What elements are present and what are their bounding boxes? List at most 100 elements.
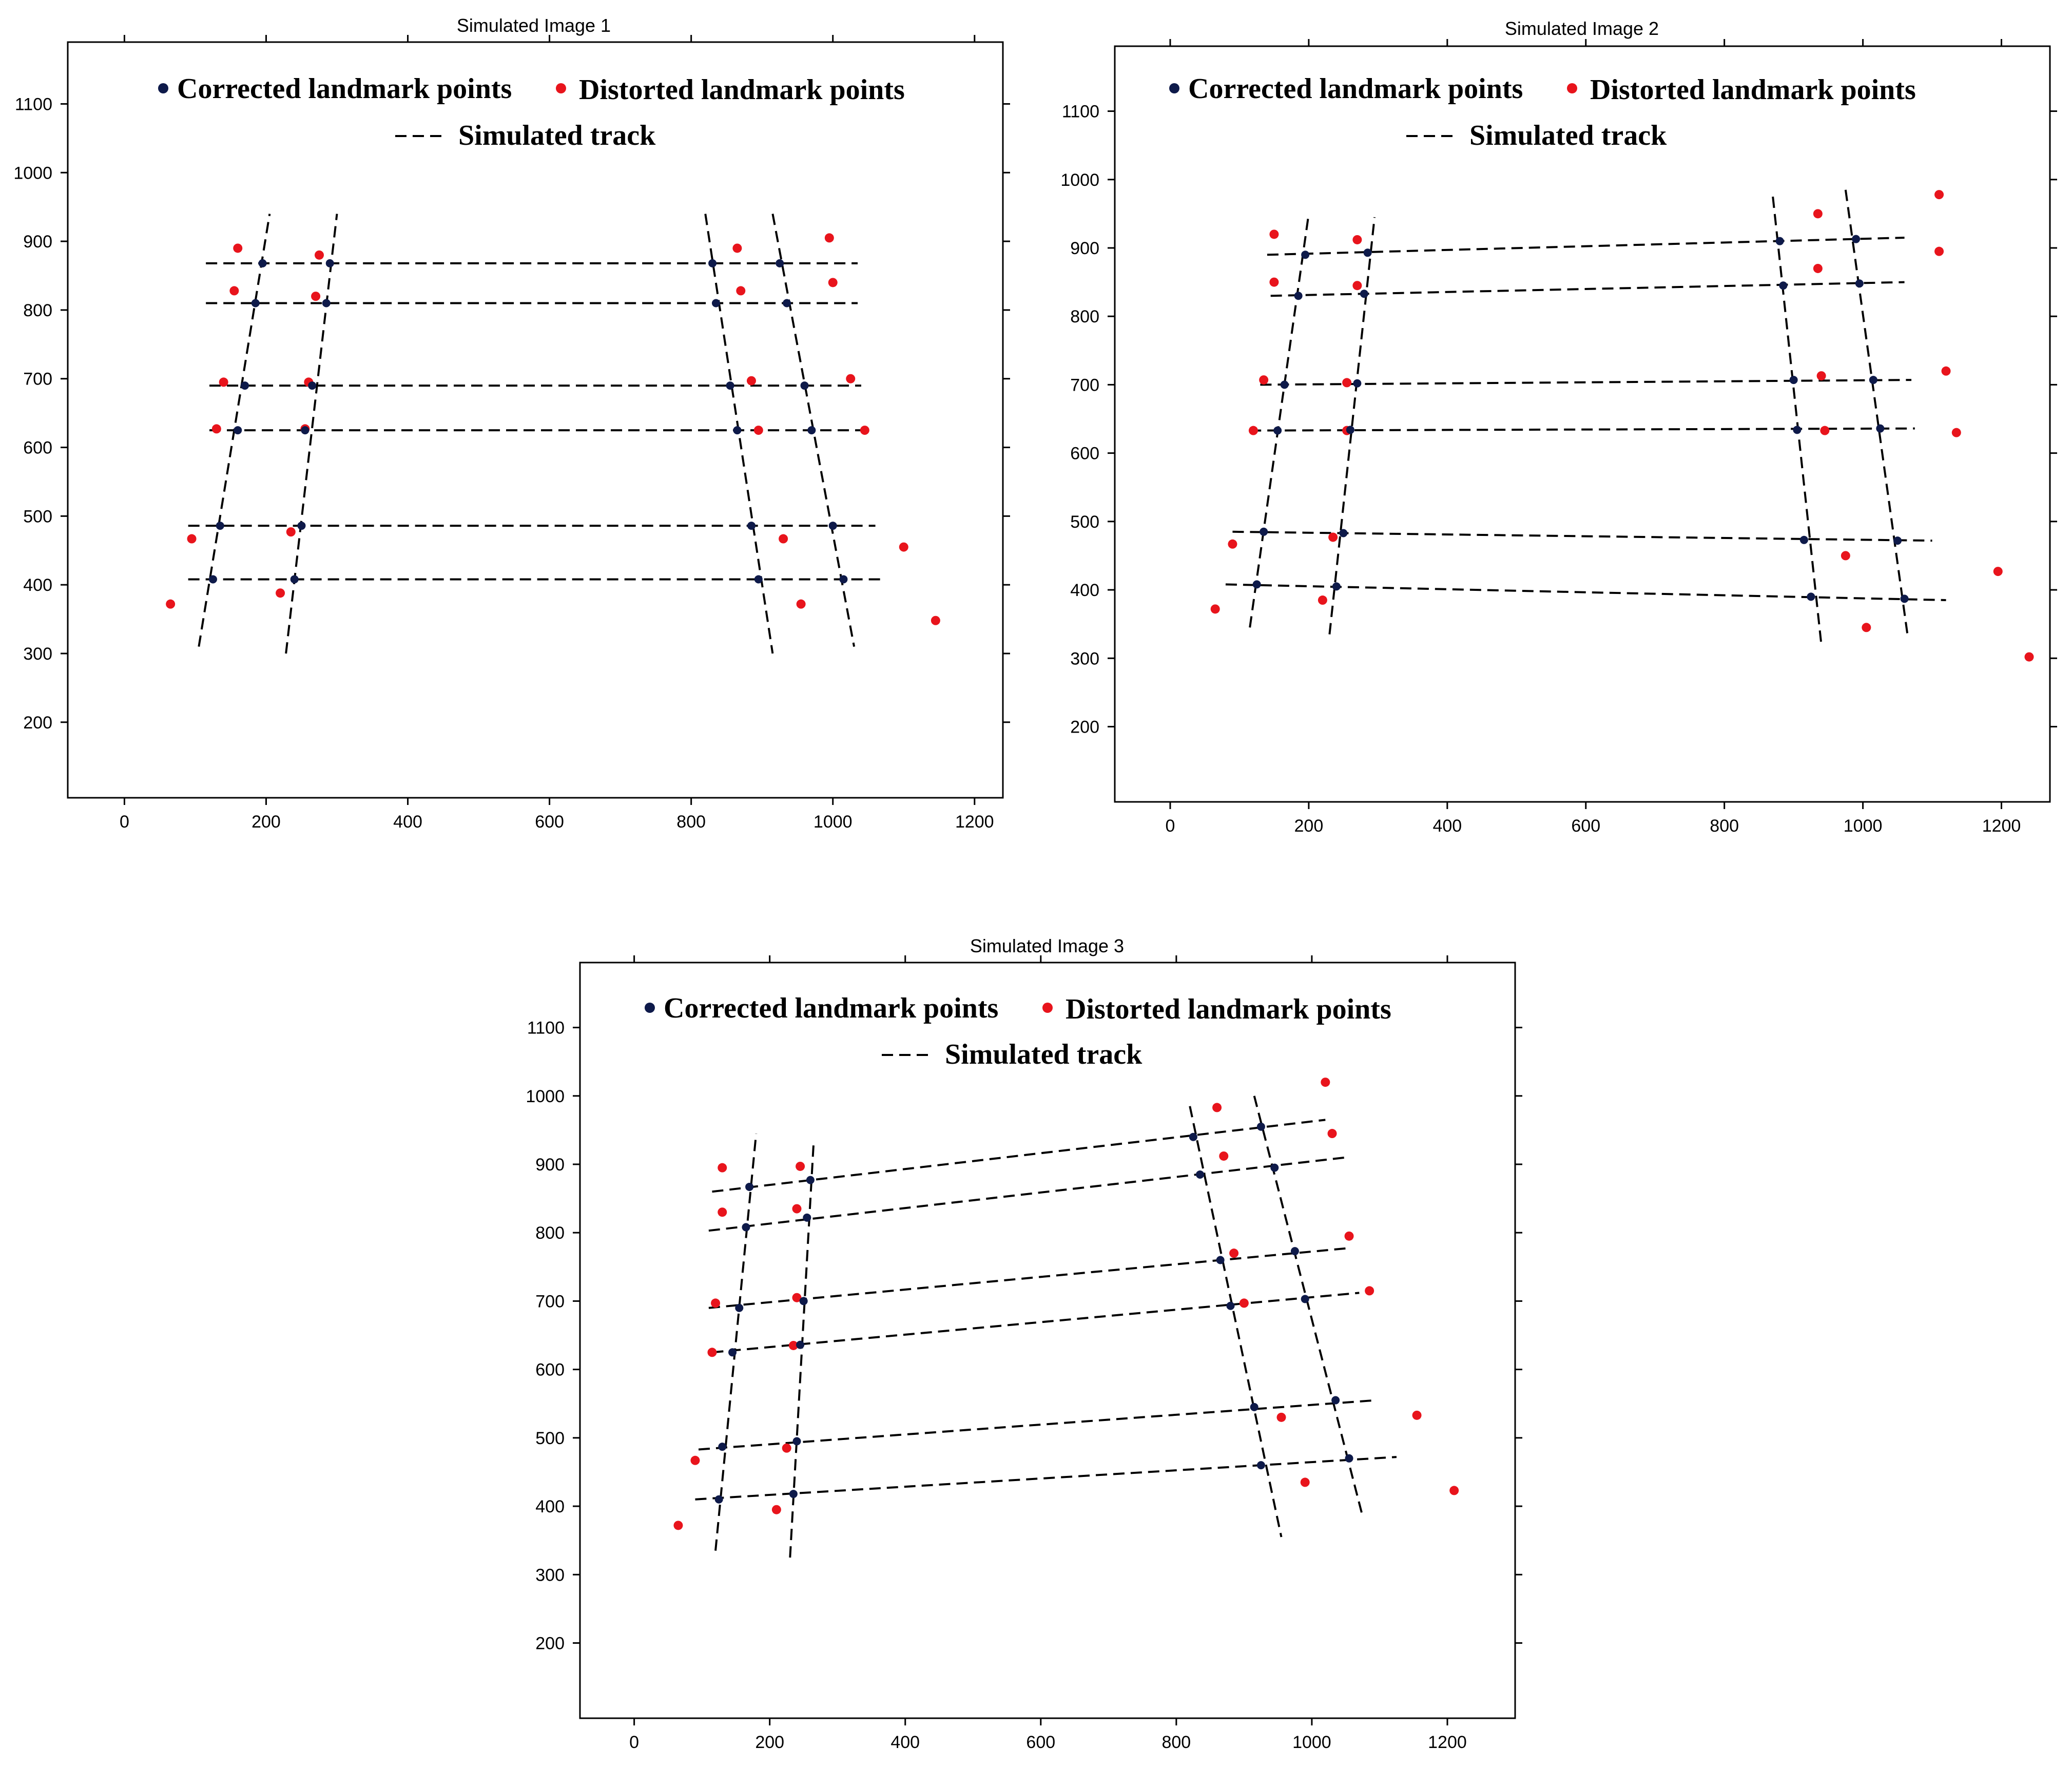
y-tick-label: 400: [1070, 581, 1099, 600]
corrected-landmark-point: [714, 1495, 723, 1504]
distorted-landmark-point: [1219, 1151, 1229, 1161]
x-tick-label: 200: [1294, 816, 1324, 836]
distorted-landmark-point: [1813, 209, 1823, 219]
corrected-landmark-point: [789, 1490, 798, 1499]
distorted-landmark-point: [219, 377, 228, 387]
distorted-landmark-point: [931, 616, 940, 625]
plot-marks: 0 200 400 600 800 1000 1200 200 300 400 500 600 700 8…: [526, 955, 1522, 1752]
distorted-landmark-point: [828, 278, 838, 287]
corrected-landmark-point: [1876, 424, 1885, 433]
legend-distorted-label: Distorted landmark points: [1590, 74, 1916, 106]
corrected-landmark-point: [828, 522, 837, 530]
distorted-landmark-point: [1816, 371, 1826, 381]
corrected-landmark-point: [803, 1213, 811, 1222]
plot-title: Simulated Image 3: [970, 935, 1124, 956]
distorted-landmark-point: [1344, 1231, 1354, 1241]
y-tick-label: 800: [535, 1223, 565, 1243]
corrected-landmark-point: [1852, 235, 1861, 243]
y-tick-label: 700: [535, 1292, 565, 1311]
corrected-landmark-point: [1332, 582, 1341, 591]
corrected-landmark-point: [1226, 1301, 1235, 1310]
simulated-track-line: [708, 1247, 1346, 1309]
distorted-landmark-point: [2024, 652, 2034, 662]
corrected-landmark-point: [1301, 251, 1310, 259]
x-tick-label: 1200: [1428, 1733, 1467, 1752]
plot-title: Simulated Image 2: [1505, 18, 1659, 39]
y-tick-label: 600: [23, 438, 52, 458]
y-tick-label: 300: [23, 644, 52, 664]
corrected-landmark-point: [807, 426, 816, 435]
legend-track-label: Simulated track: [1469, 120, 1667, 151]
corrected-landmark-point: [290, 575, 299, 584]
corrected-landmark-point: [1869, 376, 1877, 385]
distorted-landmark-point: [792, 1204, 802, 1214]
corrected-landmark-point: [1216, 1256, 1225, 1264]
distorted-landmark-point: [211, 424, 221, 434]
distorted-landmark-point: [1321, 1078, 1330, 1087]
corrected-landmark-point: [1353, 379, 1362, 388]
corrected-landmark-point: [297, 522, 306, 530]
distorted-landmark-point: [736, 286, 746, 296]
corrected-landmark-point: [792, 1437, 801, 1446]
distorted-landmark-point: [1212, 1103, 1222, 1112]
legend-corrected-marker: [1169, 83, 1179, 93]
corrected-landmark-point: [1256, 1461, 1265, 1470]
corrected-landmark-point: [1252, 580, 1261, 589]
distorted-landmark-point: [732, 243, 742, 253]
corrected-landmark-point: [1789, 376, 1798, 385]
distorted-landmark-point: [1318, 596, 1327, 605]
corrected-landmark-point: [1900, 594, 1909, 603]
distorted-landmark-point: [824, 233, 834, 243]
corrected-landmark-point: [208, 575, 217, 584]
x-tick-label: 1000: [1292, 1733, 1331, 1752]
x-tick-label: 400: [393, 812, 422, 832]
y-tick-label: 1000: [1060, 170, 1099, 190]
plot-frame: [1114, 45, 2051, 803]
distorted-landmark-point: [899, 542, 908, 552]
y-tick-label: 500: [1070, 512, 1099, 532]
corrected-landmark-point: [1807, 592, 1815, 601]
distorted-landmark-point: [718, 1163, 727, 1173]
x-tick-label: 600: [1571, 816, 1600, 836]
corrected-landmark-point: [776, 259, 784, 267]
corrected-landmark-point: [258, 259, 267, 267]
distorted-landmark-point: [753, 426, 763, 435]
simulated-track-line: [708, 1156, 1346, 1232]
simulated-track-line: [695, 1456, 1397, 1501]
corrected-landmark-point: [1360, 290, 1368, 298]
simulated-track-line: [712, 1292, 1360, 1354]
simulated-track-line: [1232, 530, 1932, 542]
y-tick-label: 1100: [15, 94, 52, 114]
distorted-landmark-point: [1300, 1477, 1310, 1487]
distorted-landmark-point: [846, 374, 856, 383]
y-tick-label: 700: [1070, 375, 1099, 395]
distorted-landmark-point: [315, 250, 324, 260]
distorted-landmark-point: [860, 426, 869, 435]
distorted-landmark-point: [1228, 539, 1237, 549]
y-tick-label: 900: [535, 1155, 565, 1175]
distorted-landmark-point: [707, 1348, 717, 1357]
corrected-landmark-point: [322, 299, 331, 308]
corrected-landmark-point: [799, 1297, 808, 1305]
y-tick-label: 600: [535, 1360, 565, 1380]
distorted-landmark-point: [229, 286, 239, 296]
simulated-track-line: [1844, 189, 1909, 638]
simulated-track-line: [285, 214, 338, 654]
y-tick-label: 900: [1070, 239, 1099, 258]
corrected-landmark-point: [1250, 1403, 1258, 1411]
y-tick-label: 900: [23, 232, 52, 252]
distorted-landmark-point: [1327, 1129, 1337, 1139]
corrected-landmark-point: [796, 1340, 805, 1349]
x-tick-label: 600: [1026, 1733, 1055, 1752]
simulated-track-line: [1253, 1096, 1364, 1517]
distorted-landmark-point: [788, 1340, 798, 1350]
distorted-landmark-point: [711, 1298, 721, 1308]
legend-track-label: Simulated track: [458, 120, 656, 151]
corrected-landmark-point: [1331, 1396, 1340, 1405]
y-tick-label: 700: [23, 370, 52, 389]
x-tick-label: 1000: [814, 812, 853, 832]
corrected-landmark-point: [251, 299, 260, 308]
distorted-landmark-point: [1210, 604, 1220, 614]
corrected-landmark-point: [1855, 279, 1864, 288]
